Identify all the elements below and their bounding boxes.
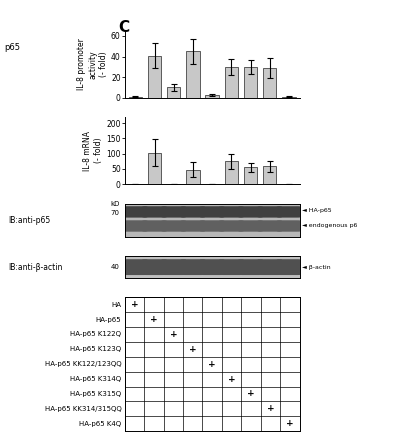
Text: +: + bbox=[170, 330, 177, 339]
FancyBboxPatch shape bbox=[219, 206, 244, 218]
Text: +: + bbox=[150, 315, 158, 324]
Bar bbox=[129, 97, 142, 98]
FancyBboxPatch shape bbox=[238, 220, 263, 232]
Text: HA-p65 K4Q: HA-p65 K4Q bbox=[79, 421, 121, 427]
Bar bbox=[148, 153, 161, 184]
Bar bbox=[244, 67, 257, 98]
Text: kD: kD bbox=[110, 201, 119, 207]
Text: HA-p65 K122Q: HA-p65 K122Q bbox=[70, 331, 121, 337]
Bar bbox=[167, 88, 181, 98]
Text: ◄ HA-p65: ◄ HA-p65 bbox=[302, 209, 331, 213]
FancyBboxPatch shape bbox=[258, 259, 282, 275]
FancyBboxPatch shape bbox=[219, 259, 244, 275]
Bar bbox=[263, 68, 277, 98]
Text: HA-p65 KK314/315QQ: HA-p65 KK314/315QQ bbox=[45, 406, 121, 412]
Bar bbox=[263, 166, 277, 184]
FancyBboxPatch shape bbox=[258, 220, 282, 232]
Bar bbox=[244, 167, 257, 184]
FancyBboxPatch shape bbox=[258, 206, 282, 218]
Text: 40: 40 bbox=[111, 264, 119, 270]
Y-axis label: IL-8 promoter
activity
(- fold): IL-8 promoter activity (- fold) bbox=[77, 38, 108, 90]
FancyBboxPatch shape bbox=[142, 220, 167, 232]
Bar bbox=[225, 161, 238, 184]
FancyBboxPatch shape bbox=[181, 206, 205, 218]
Bar bbox=[206, 95, 219, 98]
Text: HA-p65: HA-p65 bbox=[96, 316, 121, 323]
FancyBboxPatch shape bbox=[123, 206, 148, 218]
Text: HA: HA bbox=[111, 302, 121, 308]
Text: ◄ endogenous p6: ◄ endogenous p6 bbox=[302, 223, 357, 228]
Text: p65: p65 bbox=[4, 43, 20, 52]
FancyBboxPatch shape bbox=[181, 259, 205, 275]
Text: IB:anti-p65: IB:anti-p65 bbox=[8, 216, 51, 225]
Text: C: C bbox=[119, 20, 130, 35]
Text: HA-p65 K123Q: HA-p65 K123Q bbox=[70, 346, 121, 352]
FancyBboxPatch shape bbox=[200, 259, 224, 275]
Text: 70: 70 bbox=[111, 210, 119, 216]
Text: +: + bbox=[228, 374, 235, 384]
Bar bbox=[186, 51, 200, 98]
Text: HA-p65 KK122/123QQ: HA-p65 KK122/123QQ bbox=[45, 361, 121, 367]
FancyBboxPatch shape bbox=[277, 220, 301, 232]
Text: +: + bbox=[267, 404, 274, 413]
FancyBboxPatch shape bbox=[142, 206, 167, 218]
FancyBboxPatch shape bbox=[200, 206, 224, 218]
Text: HA-p65 K314Q: HA-p65 K314Q bbox=[70, 376, 121, 382]
FancyBboxPatch shape bbox=[238, 206, 263, 218]
FancyBboxPatch shape bbox=[277, 206, 301, 218]
FancyBboxPatch shape bbox=[123, 220, 148, 232]
FancyBboxPatch shape bbox=[161, 220, 186, 232]
FancyBboxPatch shape bbox=[238, 259, 263, 275]
Text: +: + bbox=[286, 419, 294, 428]
Text: +: + bbox=[131, 300, 138, 309]
Text: IB:anti-β-actin: IB:anti-β-actin bbox=[8, 263, 63, 271]
FancyBboxPatch shape bbox=[142, 259, 167, 275]
Bar bbox=[148, 55, 161, 98]
Bar bbox=[186, 169, 200, 184]
Text: ◄ β-actin: ◄ β-actin bbox=[302, 264, 330, 270]
Y-axis label: IL-8 mRNA
(- fold): IL-8 mRNA (- fold) bbox=[83, 131, 103, 171]
FancyBboxPatch shape bbox=[181, 220, 205, 232]
Bar bbox=[225, 67, 238, 98]
Text: +: + bbox=[189, 345, 196, 354]
Text: HA-p65 K315Q: HA-p65 K315Q bbox=[70, 391, 121, 397]
FancyBboxPatch shape bbox=[123, 259, 148, 275]
FancyBboxPatch shape bbox=[277, 259, 301, 275]
FancyBboxPatch shape bbox=[219, 220, 244, 232]
Bar bbox=[282, 97, 296, 98]
FancyBboxPatch shape bbox=[200, 220, 224, 232]
FancyBboxPatch shape bbox=[161, 259, 186, 275]
Text: +: + bbox=[208, 360, 216, 369]
Text: +: + bbox=[247, 389, 255, 399]
FancyBboxPatch shape bbox=[161, 206, 186, 218]
